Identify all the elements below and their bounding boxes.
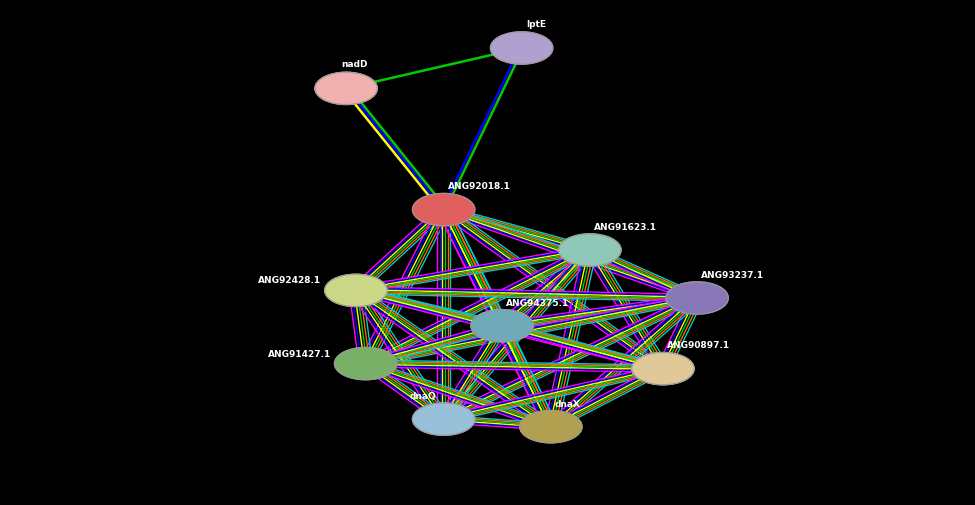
- Text: ANG90897.1: ANG90897.1: [667, 341, 730, 350]
- Circle shape: [490, 32, 553, 64]
- Text: dnaX: dnaX: [555, 399, 581, 409]
- Text: ANG91427.1: ANG91427.1: [268, 349, 332, 359]
- Text: lptE: lptE: [526, 20, 547, 29]
- Text: ANG93237.1: ANG93237.1: [701, 271, 764, 280]
- Circle shape: [520, 411, 582, 443]
- Text: nadD: nadD: [341, 60, 368, 69]
- Text: ANG91623.1: ANG91623.1: [594, 223, 657, 232]
- Text: ANG92018.1: ANG92018.1: [448, 182, 510, 191]
- Circle shape: [471, 310, 533, 342]
- Text: dnaQ: dnaQ: [410, 392, 436, 401]
- Circle shape: [325, 274, 387, 307]
- Circle shape: [334, 347, 397, 380]
- Text: ANG94375.1: ANG94375.1: [506, 298, 569, 308]
- Text: ANG92428.1: ANG92428.1: [258, 276, 322, 285]
- Circle shape: [632, 352, 694, 385]
- Circle shape: [666, 282, 728, 314]
- Circle shape: [559, 234, 621, 266]
- Circle shape: [412, 193, 475, 226]
- Circle shape: [412, 403, 475, 435]
- Circle shape: [315, 72, 377, 105]
